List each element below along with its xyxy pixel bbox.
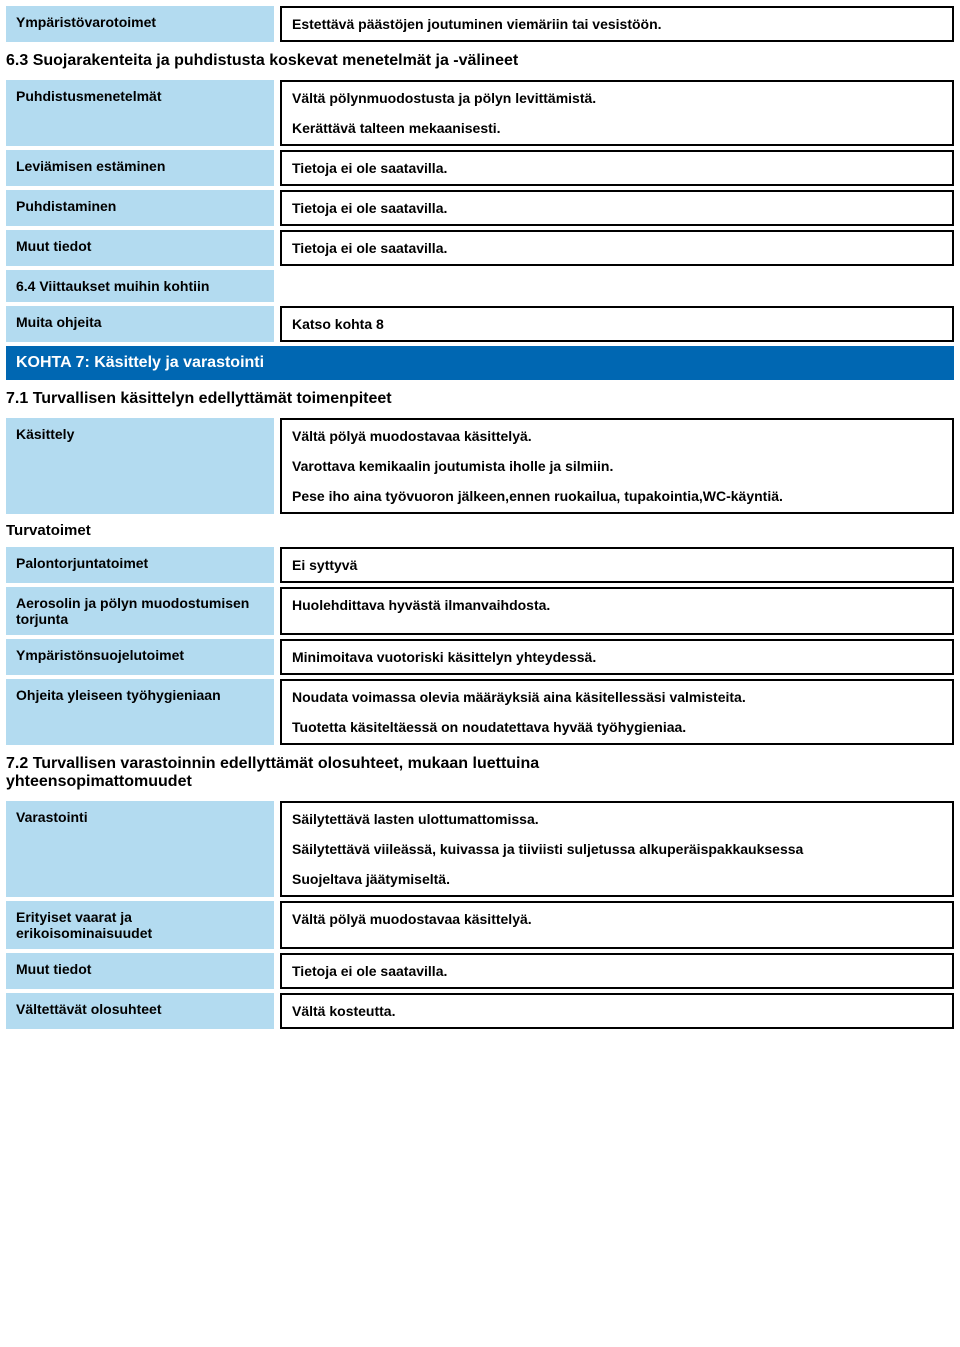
section-bar-kohta7: KOHTA 7: Käsittely ja varastointi [6, 346, 954, 380]
value-varastointi-1: Säilytettävä viileässä, kuivassa ja tiiv… [292, 841, 942, 857]
value-muut1: Tietoja ei ole saatavilla. [280, 230, 954, 266]
label-muitaohjeita: Muita ohjeita [6, 306, 274, 342]
value-tyohygienia-1: Tuotetta käsiteltäessä on noudatettava h… [292, 719, 942, 735]
label-leviaminen: Leviämisen estäminen [6, 150, 274, 186]
label-erityiset: Erityiset vaarat ja erikoisominaisuudet [6, 901, 274, 949]
value-varastointi-0: Säilytettävä lasten ulottumattomissa. [292, 811, 942, 827]
label-kasittely: Käsittely [6, 418, 274, 514]
value-palontorjunta: Ei syttyvä [280, 547, 954, 583]
row-muitaohjeita: Muita ohjeita Katso kohta 8 [6, 306, 954, 342]
label-puhdistusmenetelmat: Puhdistusmenetelmät [6, 80, 274, 146]
row-env: Ympäristövarotoimet Estettävä päästöjen … [6, 6, 954, 42]
label-env: Ympäristövarotoimet [6, 6, 274, 42]
label-ymparisto: Ympäristönsuojelutoimet [6, 639, 274, 675]
value-varastointi: Säilytettävä lasten ulottumattomissa. Sä… [280, 801, 954, 897]
value-erityiset: Vältä pölyä muodostavaa käsittelyä. [280, 901, 954, 949]
value-kasittely: Vältä pölyä muodostavaa käsittelyä. Varo… [280, 418, 954, 514]
value-env: Estettävä päästöjen joutuminen viemäriin… [280, 6, 954, 42]
row-ymparisto: Ympäristönsuojelutoimet Minimoitava vuot… [6, 639, 954, 675]
label-varastointi: Varastointi [6, 801, 274, 897]
row-puhdistusmenetelmat: Puhdistusmenetelmät Vältä pölynmuodostus… [6, 80, 954, 146]
row-muut2: Muut tiedot Tietoja ei ole saatavilla. [6, 953, 954, 989]
heading-6-4: 6.4 Viittaukset muihin kohtiin [6, 270, 274, 302]
label-tyohygienia: Ohjeita yleiseen työhygieniaan [6, 679, 274, 745]
label-muut1: Muut tiedot [6, 230, 274, 266]
value-puhdistusmenetelmat-0: Vältä pölynmuodostusta ja pölyn levittäm… [292, 90, 942, 106]
subheading-turvatoimet: Turvatoimet [6, 518, 954, 543]
value-valtettavat: Vältä kosteutta. [280, 993, 954, 1029]
row-kasittely: Käsittely Vältä pölyä muodostavaa käsitt… [6, 418, 954, 514]
heading-7-2: 7.2 Turvallisen varastoinnin edellyttämä… [6, 749, 646, 797]
value-ymparisto: Minimoitava vuotoriski käsittelyn yhteyd… [280, 639, 954, 675]
row-muut1: Muut tiedot Tietoja ei ole saatavilla. [6, 230, 954, 266]
value-kasittely-1: Varottava kemikaalin joutumista iholle j… [292, 458, 942, 474]
row-varastointi: Varastointi Säilytettävä lasten ulottuma… [6, 801, 954, 897]
value-tyohygienia: Noudata voimassa olevia määräyksiä aina … [280, 679, 954, 745]
row-leviaminen: Leviämisen estäminen Tietoja ei ole saat… [6, 150, 954, 186]
heading-6-3: 6.3 Suojarakenteita ja puhdistusta koske… [6, 46, 954, 76]
value-leviaminen: Tietoja ei ole saatavilla. [280, 150, 954, 186]
value-aerosoli: Huolehdittava hyvästä ilmanvaihdosta. [280, 587, 954, 635]
label-aerosoli: Aerosolin ja pölyn muodostumisen torjunt… [6, 587, 274, 635]
value-muut2: Tietoja ei ole saatavilla. [280, 953, 954, 989]
row-erityiset: Erityiset vaarat ja erikoisominaisuudet … [6, 901, 954, 949]
spacer [274, 270, 954, 302]
value-puhdistusmenetelmat: Vältä pölynmuodostusta ja pölyn levittäm… [280, 80, 954, 146]
value-kasittely-2: Pese iho aina työvuoron jälkeen,ennen ru… [292, 488, 942, 504]
label-muut2: Muut tiedot [6, 953, 274, 989]
row-aerosoli: Aerosolin ja pölyn muodostumisen torjunt… [6, 587, 954, 635]
value-puhdistusmenetelmat-1: Kerättävä talteen mekaanisesti. [292, 120, 942, 136]
row-puhdistaminen: Puhdistaminen Tietoja ei ole saatavilla. [6, 190, 954, 226]
heading-7-1: 7.1 Turvallisen käsittelyn edellyttämät … [6, 384, 954, 414]
row-heading-6-4: 6.4 Viittaukset muihin kohtiin [6, 270, 954, 302]
row-tyohygienia: Ohjeita yleiseen työhygieniaan Noudata v… [6, 679, 954, 745]
label-palontorjunta: Palontorjuntatoimet [6, 547, 274, 583]
label-valtettavat: Vältettävät olosuhteet [6, 993, 274, 1029]
value-varastointi-2: Suojeltava jäätymiseltä. [292, 871, 942, 887]
row-valtettavat: Vältettävät olosuhteet Vältä kosteutta. [6, 993, 954, 1029]
value-muitaohjeita: Katso kohta 8 [280, 306, 954, 342]
value-tyohygienia-0: Noudata voimassa olevia määräyksiä aina … [292, 689, 942, 705]
label-puhdistaminen: Puhdistaminen [6, 190, 274, 226]
value-puhdistaminen: Tietoja ei ole saatavilla. [280, 190, 954, 226]
row-palontorjunta: Palontorjuntatoimet Ei syttyvä [6, 547, 954, 583]
value-kasittely-0: Vältä pölyä muodostavaa käsittelyä. [292, 428, 942, 444]
